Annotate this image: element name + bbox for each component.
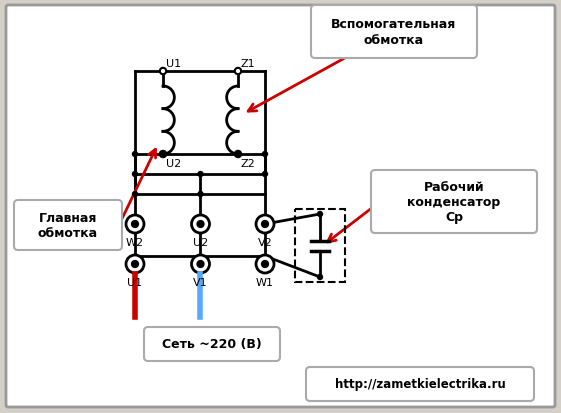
Circle shape [160, 69, 166, 75]
FancyBboxPatch shape [14, 201, 122, 250]
Circle shape [317, 274, 323, 280]
Circle shape [132, 221, 139, 228]
Text: Сеть ~220 (В): Сеть ~220 (В) [162, 338, 262, 351]
Circle shape [160, 152, 166, 158]
Circle shape [256, 216, 274, 233]
Text: Рабочий
конденсатор
Ср: Рабочий конденсатор Ср [407, 180, 500, 223]
Text: V2: V2 [257, 237, 273, 247]
FancyBboxPatch shape [6, 6, 555, 407]
Circle shape [261, 261, 268, 268]
Text: W1: W1 [256, 277, 274, 287]
Circle shape [126, 216, 144, 233]
FancyBboxPatch shape [371, 171, 537, 233]
Circle shape [235, 69, 241, 75]
Circle shape [235, 152, 241, 158]
Text: http://zametkielectrika.ru: http://zametkielectrika.ru [334, 377, 505, 391]
Text: U2: U2 [193, 237, 208, 247]
Text: U1: U1 [166, 59, 181, 69]
Text: W2: W2 [126, 237, 144, 247]
Circle shape [235, 152, 241, 158]
Circle shape [261, 221, 268, 228]
FancyBboxPatch shape [306, 367, 534, 401]
Circle shape [126, 255, 144, 273]
Circle shape [262, 171, 268, 178]
Text: Главная
обмотка: Главная обмотка [38, 211, 98, 240]
Circle shape [160, 152, 166, 158]
Text: U2: U2 [166, 159, 181, 169]
Text: Z1: Z1 [241, 59, 256, 69]
Circle shape [132, 171, 138, 178]
Circle shape [132, 191, 138, 198]
Circle shape [191, 255, 209, 273]
Text: Z2: Z2 [241, 159, 256, 169]
Circle shape [256, 255, 274, 273]
Circle shape [197, 171, 204, 178]
Circle shape [317, 211, 323, 218]
Circle shape [132, 261, 139, 268]
Text: V1: V1 [193, 277, 208, 287]
Circle shape [197, 221, 204, 228]
Circle shape [132, 152, 138, 158]
Circle shape [197, 261, 204, 268]
Circle shape [262, 152, 268, 158]
FancyBboxPatch shape [144, 327, 280, 361]
Text: U1: U1 [127, 277, 142, 287]
FancyBboxPatch shape [311, 6, 477, 59]
Circle shape [197, 191, 204, 198]
Circle shape [191, 216, 209, 233]
Text: Вспомогательная
обмотка: Вспомогательная обмотка [332, 19, 457, 46]
